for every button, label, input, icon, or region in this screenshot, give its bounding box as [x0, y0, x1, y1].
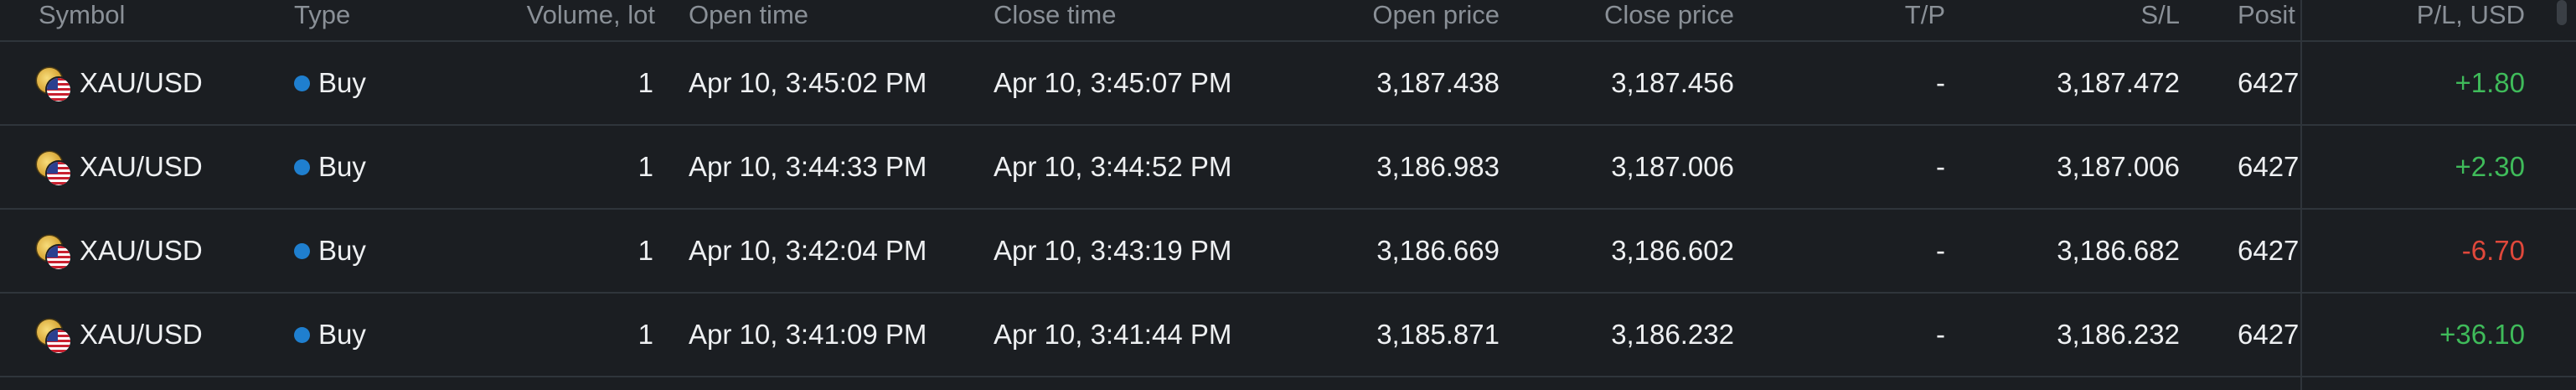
- gold-usd-flag-icon: [37, 236, 72, 269]
- table-row[interactable]: XAU/USD Buy 1 Apr 10, 3:42:04 PM Apr 10,…: [0, 208, 2576, 292]
- position-cell: 6427: [2238, 235, 2300, 266]
- col-header-type[interactable]: Type: [294, 0, 351, 29]
- gold-usd-flag-icon: [37, 320, 72, 353]
- type-label: Buy: [318, 235, 366, 266]
- symbol-cell: XAU/USD: [80, 235, 203, 266]
- close-time-cell: Apr 10, 3:44:52 PM: [994, 151, 1232, 182]
- col-header-symbol[interactable]: Symbol: [39, 0, 126, 29]
- col-header-sl[interactable]: S/L: [2140, 0, 2180, 29]
- open-price-cell: 3,185.871: [1376, 319, 1500, 350]
- table-header: Symbol Type Volume, lot Open time Close …: [0, 0, 2576, 40]
- buy-dot-icon: [294, 75, 310, 91]
- tp-cell: -: [1936, 319, 1945, 350]
- pl-cell: -6.70: [2461, 235, 2525, 266]
- pl-cell: +2.30: [2455, 151, 2526, 182]
- close-time-cell: Apr 10, 3:43:19 PM: [994, 235, 1232, 266]
- close-price-cell: 3,187.006: [1611, 151, 1734, 182]
- pl-cell: +1.80: [2455, 67, 2526, 98]
- type-label: Buy: [318, 151, 366, 182]
- type-cell: Buy: [294, 210, 462, 292]
- open-time-cell: Apr 10, 3:41:09 PM: [689, 319, 927, 350]
- volume-cell: 1: [638, 235, 653, 266]
- open-time-cell: Apr 10, 3:42:04 PM: [689, 235, 927, 266]
- col-header-close-time[interactable]: Close time: [994, 0, 1117, 29]
- close-price-cell: 3,187.456: [1611, 67, 1734, 98]
- buy-dot-icon: [294, 242, 310, 259]
- col-header-volume[interactable]: Volume, lot: [526, 0, 655, 29]
- col-header-open-price[interactable]: Open price: [1372, 0, 1500, 29]
- table-row[interactable]: [0, 376, 2576, 390]
- tp-cell: -: [1936, 67, 1945, 98]
- col-header-pl[interactable]: P/L, USD: [2416, 0, 2525, 29]
- table-row[interactable]: XAU/USD Buy 1 Apr 10, 3:44:33 PM Apr 10,…: [0, 124, 2576, 208]
- type-label: Buy: [318, 67, 366, 98]
- position-cell: 6427: [2238, 319, 2300, 350]
- open-price-cell: 3,186.983: [1376, 151, 1500, 182]
- volume-cell: 1: [638, 151, 653, 182]
- table-row[interactable]: XAU/USD Buy 1 Apr 10, 3:45:02 PM Apr 10,…: [0, 40, 2576, 124]
- close-price-cell: 3,186.602: [1611, 235, 1734, 266]
- gold-usd-flag-icon: [37, 152, 72, 185]
- tp-cell: -: [1936, 235, 1945, 266]
- symbol-cell: XAU/USD: [80, 151, 203, 182]
- col-header-position[interactable]: Posit: [2238, 0, 2295, 29]
- sl-cell: 3,186.682: [2057, 235, 2180, 266]
- table-row[interactable]: XAU/USD Buy 1 Apr 10, 3:41:09 PM Apr 10,…: [0, 292, 2576, 376]
- sl-cell: 3,186.232: [2057, 319, 2180, 350]
- close-time-cell: Apr 10, 3:41:44 PM: [994, 319, 1232, 350]
- buy-dot-icon: [294, 326, 310, 343]
- symbol-cell: XAU/USD: [80, 319, 203, 350]
- type-cell: Buy: [294, 42, 462, 124]
- open-time-cell: Apr 10, 3:44:33 PM: [689, 151, 927, 182]
- sl-cell: 3,187.472: [2057, 67, 2180, 98]
- vertical-scrollbar[interactable]: [2557, 0, 2567, 25]
- position-cell: 6427: [2238, 151, 2300, 182]
- open-time-cell: Apr 10, 3:45:02 PM: [689, 67, 927, 98]
- position-cell: 6427: [2238, 67, 2300, 98]
- type-cell: Buy: [294, 126, 462, 208]
- sl-cell: 3,187.006: [2057, 151, 2180, 182]
- volume-cell: 1: [638, 319, 653, 350]
- gold-usd-flag-icon: [37, 68, 72, 101]
- symbol-cell: XAU/USD: [80, 67, 203, 98]
- pl-cell: +36.10: [2439, 319, 2525, 350]
- close-time-cell: Apr 10, 3:45:07 PM: [994, 67, 1232, 98]
- col-header-open-time[interactable]: Open time: [689, 0, 809, 29]
- type-cell: Buy: [294, 294, 462, 376]
- frozen-column-divider: [2300, 0, 2302, 390]
- close-price-cell: 3,186.232: [1611, 319, 1734, 350]
- open-price-cell: 3,186.669: [1376, 235, 1500, 266]
- buy-dot-icon: [294, 159, 310, 175]
- col-header-close-price[interactable]: Close price: [1603, 0, 1734, 29]
- tp-cell: -: [1936, 151, 1945, 182]
- col-header-tp[interactable]: T/P: [1904, 0, 1945, 29]
- open-price-cell: 3,187.438: [1376, 67, 1500, 98]
- type-label: Buy: [318, 319, 366, 350]
- volume-cell: 1: [638, 67, 653, 98]
